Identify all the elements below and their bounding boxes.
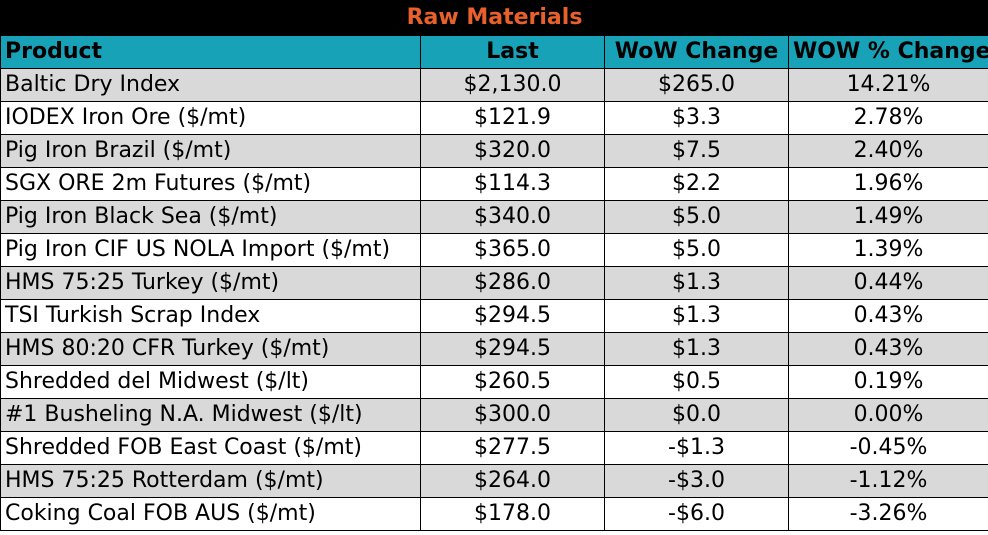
product-cell: Baltic Dry Index — [0, 68, 421, 102]
wow-change-cell: $2.2 — [604, 167, 789, 201]
last-value-cell: $264.0 — [420, 464, 605, 498]
wow-change-cell: -$3.0 — [604, 464, 789, 498]
product-cell: SGX ORE 2m Futures ($/mt) — [0, 167, 421, 201]
table-row: IODEX Iron Ore ($/mt) $121.9 $3.3 2.78% — [0, 101, 988, 135]
last-value-cell: $320.0 — [420, 134, 605, 168]
last-value-cell: $294.5 — [420, 332, 605, 366]
table-title: Raw Materials — [0, 0, 988, 36]
table-row: Pig Iron Black Sea ($/mt) $340.0 $5.0 1.49% — [0, 200, 988, 234]
product-cell: HMS 75:25 Rotterdam ($/mt) — [0, 464, 421, 498]
last-value-cell: $2,130.0 — [420, 68, 605, 102]
last-value-cell: $121.9 — [420, 101, 605, 135]
product-cell: Shredded del Midwest ($/lt) — [0, 365, 421, 399]
wow-pct-change-cell: 0.43% — [787, 332, 988, 366]
product-cell: TSI Turkish Scrap Index — [0, 299, 421, 333]
column-header-wow-change: WoW Change — [604, 35, 789, 69]
wow-pct-change-cell: 1.96% — [787, 167, 988, 201]
column-header-wow-pct-change: WOW % Change — [787, 35, 988, 69]
wow-pct-change-cell: 1.39% — [787, 233, 988, 267]
wow-pct-change-cell: 2.40% — [787, 134, 988, 168]
last-value-cell: $286.0 — [420, 266, 605, 300]
product-cell: #1 Busheling N.A. Midwest ($/lt) — [0, 398, 421, 432]
wow-change-cell: $0.5 — [604, 365, 789, 399]
wow-pct-change-cell: 0.43% — [787, 299, 988, 333]
wow-change-cell: $0.0 — [604, 398, 789, 432]
table-title-row: Raw Materials — [0, 0, 988, 36]
table-row: Coking Coal FOB AUS ($/mt) $178.0 -$6.0 -3.… — [0, 497, 988, 531]
wow-change-cell: $7.5 — [604, 134, 789, 168]
product-cell: Coking Coal FOB AUS ($/mt) — [0, 497, 421, 531]
last-value-cell: $114.3 — [420, 167, 605, 201]
wow-pct-change-cell: 14.21% — [787, 68, 988, 102]
product-cell: Pig Iron Black Sea ($/mt) — [0, 200, 421, 234]
wow-pct-change-cell: 0.19% — [787, 365, 988, 399]
last-value-cell: $300.0 — [420, 398, 605, 432]
last-value-cell: $365.0 — [420, 233, 605, 267]
product-cell: Pig Iron Brazil ($/mt) — [0, 134, 421, 168]
table-row: Shredded del Midwest ($/lt) $260.5 $0.5 0.1… — [0, 365, 988, 399]
table-row: Baltic Dry Index $2,130.0 $265.0 14.21% — [0, 68, 988, 102]
table-row: Pig Iron Brazil ($/mt) $320.0 $7.5 2.40% — [0, 134, 988, 168]
wow-change-cell: $265.0 — [604, 68, 789, 102]
last-value-cell: $260.5 — [420, 365, 605, 399]
last-value-cell: $340.0 — [420, 200, 605, 234]
wow-pct-change-cell: -3.26% — [787, 497, 988, 531]
column-header-last: Last — [420, 35, 605, 69]
wow-change-cell: $1.3 — [604, 299, 789, 333]
wow-pct-change-cell: -1.12% — [787, 464, 988, 498]
product-cell: IODEX Iron Ore ($/mt) — [0, 101, 421, 135]
product-cell: Shredded FOB East Coast ($/mt) — [0, 431, 421, 465]
wow-change-cell: $5.0 — [604, 200, 789, 234]
table-row: TSI Turkish Scrap Index $294.5 $1.3 0.43% — [0, 299, 988, 333]
wow-change-cell: $3.3 — [604, 101, 789, 135]
table-row: HMS 75:25 Turkey ($/mt) $286.0 $1.3 0.44% — [0, 266, 988, 300]
table-row: #1 Busheling N.A. Midwest ($/lt) $300.0 $0… — [0, 398, 988, 432]
table-row: HMS 80:20 CFR Turkey ($/mt) $294.5 $1.3 0.4… — [0, 332, 988, 366]
wow-pct-change-cell: 0.00% — [787, 398, 988, 432]
product-cell: HMS 80:20 CFR Turkey ($/mt) — [0, 332, 421, 366]
column-header-product: Product — [0, 35, 421, 69]
wow-pct-change-cell: 0.44% — [787, 266, 988, 300]
last-value-cell: $277.5 — [420, 431, 605, 465]
wow-change-cell: $1.3 — [604, 332, 789, 366]
wow-change-cell: $1.3 — [604, 266, 789, 300]
wow-pct-change-cell: -0.45% — [787, 431, 988, 465]
table-row: HMS 75:25 Rotterdam ($/mt) $264.0 -$3.0 -1.… — [0, 464, 988, 498]
last-value-cell: $178.0 — [420, 497, 605, 531]
wow-change-cell: -$1.3 — [604, 431, 789, 465]
product-cell: HMS 75:25 Turkey ($/mt) — [0, 266, 421, 300]
wow-change-cell: -$6.0 — [604, 497, 789, 531]
table-row: Shredded FOB East Coast ($/mt) $277.5 -$1.… — [0, 431, 988, 465]
wow-change-cell: $5.0 — [604, 233, 789, 267]
wow-pct-change-cell: 2.78% — [787, 101, 988, 135]
table-row: SGX ORE 2m Futures ($/mt) $114.3 $2.2 1.96% — [0, 167, 988, 201]
table-body: Baltic Dry Index $2,130.0 $265.0 14.21% IODE… — [0, 68, 988, 531]
table-header-row: Product Last WoW Change WOW % Change — [0, 35, 988, 69]
wow-pct-change-cell: 1.49% — [787, 200, 988, 234]
last-value-cell: $294.5 — [420, 299, 605, 333]
table-row: Pig Iron CIF US NOLA Import ($/mt) $365.0… — [0, 233, 988, 267]
product-cell: Pig Iron CIF US NOLA Import ($/mt) — [0, 233, 421, 267]
